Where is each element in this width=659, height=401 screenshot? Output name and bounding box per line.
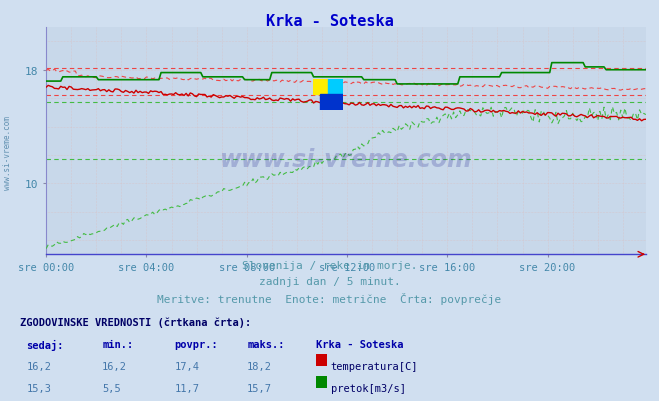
Text: pretok[m3/s]: pretok[m3/s] [331, 383, 406, 393]
Text: maks.:: maks.: [247, 339, 285, 349]
Text: Krka - Soteska: Krka - Soteska [266, 14, 393, 29]
Text: 15,3: 15,3 [26, 383, 51, 393]
Text: ZGODOVINSKE VREDNOSTI (črtkana črta):: ZGODOVINSKE VREDNOSTI (črtkana črta): [20, 317, 251, 327]
Text: 16,2: 16,2 [26, 361, 51, 371]
Text: 5,5: 5,5 [102, 383, 121, 393]
Text: temperatura[C]: temperatura[C] [331, 361, 418, 371]
Bar [328, 79, 343, 95]
Text: 17,4: 17,4 [175, 361, 200, 371]
Bar [313, 79, 328, 95]
Text: Meritve: trenutne  Enote: metrične  Črta: povprečje: Meritve: trenutne Enote: metrične Črta: … [158, 293, 501, 305]
Text: 11,7: 11,7 [175, 383, 200, 393]
Text: 15,7: 15,7 [247, 383, 272, 393]
Text: 18,2: 18,2 [247, 361, 272, 371]
Text: 16,2: 16,2 [102, 361, 127, 371]
Text: Slovenija / reke in morje.: Slovenija / reke in morje. [242, 261, 417, 271]
Text: www.si-vreme.com: www.si-vreme.com [3, 115, 13, 189]
Text: zadnji dan / 5 minut.: zadnji dan / 5 minut. [258, 277, 401, 287]
Text: Krka - Soteska: Krka - Soteska [316, 339, 404, 349]
Text: povpr.:: povpr.: [175, 339, 218, 349]
Text: www.si-vreme.com: www.si-vreme.com [219, 148, 473, 172]
Text: sedaj:: sedaj: [26, 339, 64, 350]
Bar [320, 95, 343, 110]
Text: min.:: min.: [102, 339, 133, 349]
